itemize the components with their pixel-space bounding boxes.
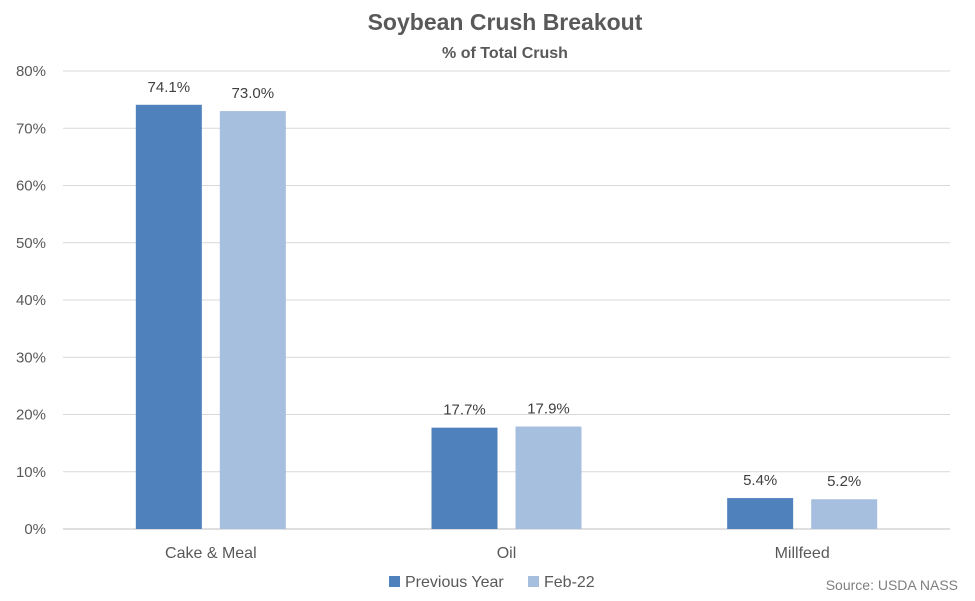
- legend-swatch: [389, 576, 400, 587]
- legend-label: Previous Year: [405, 574, 504, 591]
- legend-label: Feb-22: [544, 574, 595, 591]
- data-label: 5.4%: [743, 472, 777, 489]
- chart-title: Soybean Crush Breakout: [368, 9, 643, 35]
- bar-previous-year: [727, 498, 794, 529]
- y-tick-label: 50%: [16, 235, 46, 252]
- data-label: 17.9%: [527, 401, 570, 418]
- y-tick-label: 40%: [16, 292, 46, 309]
- x-category-label: Oil: [497, 545, 517, 562]
- bar-previous-year: [135, 104, 202, 529]
- bar-feb-22: [811, 499, 878, 529]
- data-label: 17.7%: [443, 402, 486, 419]
- x-category-label: Cake & Meal: [165, 545, 257, 562]
- y-tick-label: 20%: [16, 407, 46, 424]
- source-note: Source: USDA NASS: [826, 577, 958, 593]
- gridlines: [63, 70, 950, 530]
- y-axis-ticks: 0% 10% 20% 30% 40% 50% 60% 70% 80%: [16, 63, 46, 538]
- data-label: 73.0%: [232, 85, 275, 102]
- x-axis-categories: Cake & Meal Oil Millfeed: [165, 545, 830, 562]
- data-label: 74.1%: [148, 79, 191, 96]
- chart-subtitle: % of Total Crush: [442, 45, 568, 62]
- y-tick-label: 60%: [16, 178, 46, 195]
- legend: Previous Year Feb-22: [389, 574, 595, 591]
- y-tick-label: 0%: [24, 521, 46, 538]
- y-tick-label: 70%: [16, 120, 46, 137]
- x-category-label: Millfeed: [775, 545, 830, 562]
- bar-previous-year: [431, 427, 498, 529]
- data-label: 5.2%: [827, 473, 861, 490]
- bar-feb-22: [219, 111, 286, 529]
- y-tick-label: 10%: [16, 464, 46, 481]
- y-tick-label: 30%: [16, 349, 46, 366]
- y-tick-label: 80%: [16, 63, 46, 80]
- data-labels: 74.1% 73.0% 17.7% 17.9% 5.4% 5.2%: [148, 79, 862, 490]
- bars: [135, 104, 878, 529]
- bar-feb-22: [515, 426, 582, 529]
- legend-swatch: [528, 576, 539, 587]
